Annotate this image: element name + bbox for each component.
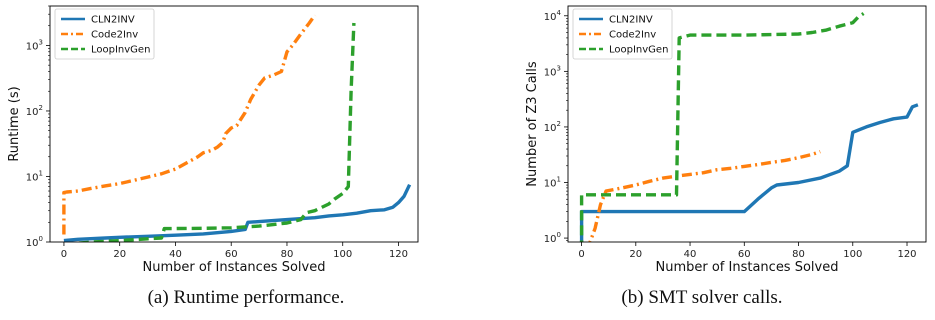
chart-panel-0: 0 20 40 60 80 100 120 100 101 102 103 Number of Ins… (7, 5, 419, 308)
y-axis-label: Number of Z3 Calls (525, 61, 540, 187)
plot-frame (567, 5, 927, 243)
chart-panel-1: 0 20 40 60 80 100 120 100 101 102 103 104 Number of … (525, 5, 927, 308)
plot-frame (49, 5, 419, 243)
x-tick-label: 20 (629, 249, 642, 260)
legend-label-loopinvgen: LoopInvGen (609, 45, 668, 56)
y-tick-label: 101 (544, 176, 561, 190)
y-axis-label: Runtime (s) (7, 86, 22, 161)
series-line-cln2inv (579, 103, 919, 242)
x-tick-label: 80 (792, 249, 805, 260)
x-tick-label: 40 (684, 249, 697, 260)
legend-label-cln2inv: CLN2INV (609, 15, 653, 26)
y-tick-label: 102 (544, 120, 561, 134)
x-tick-label: 0 (578, 249, 584, 260)
x-axis-label: Number of Instances Solved (656, 260, 839, 275)
y-tick-label: 101 (26, 169, 43, 183)
x-tick-label: 60 (225, 249, 238, 260)
x-tick-label: 120 (389, 249, 408, 260)
x-tick-label: 80 (281, 249, 294, 260)
x-tick-label: 40 (169, 249, 182, 260)
x-tick-label: 100 (333, 249, 352, 260)
x-tick-label: 120 (897, 249, 916, 260)
y-tick-label: 102 (26, 104, 43, 118)
figure-caption: (b) SMT solver calls. (621, 287, 782, 308)
figure-caption: (a) Runtime performance. (148, 287, 345, 308)
legend-label-code2inv: Code2Inv (91, 30, 138, 41)
legend: CLN2INV Code2Inv LoopInvGen (54, 8, 155, 60)
x-tick-label: 0 (61, 249, 67, 260)
x-tick-label: 20 (113, 249, 126, 260)
x-axis-label: Number of Instances Solved (143, 260, 326, 275)
series-line-cln2inv (63, 183, 412, 242)
y-tick-label: 103 (26, 38, 43, 52)
legend-box (572, 8, 673, 60)
legend-box (54, 8, 155, 60)
series-line-code2inv (588, 149, 821, 242)
y-tick-label: 104 (544, 9, 562, 23)
x-tick-label: 100 (843, 249, 862, 260)
y-tick-label: 103 (544, 64, 561, 78)
legend-label-cln2inv: CLN2INV (91, 15, 135, 26)
series-line-code2inv (62, 14, 317, 235)
series-line-loopinvgen (579, 12, 865, 242)
legend: CLN2INV Code2Inv LoopInvGen (572, 8, 673, 60)
y-tick-label: 100 (26, 235, 43, 249)
legend-label-code2inv: Code2Inv (609, 30, 656, 41)
series-line-loopinvgen (71, 22, 356, 242)
y-tick-label: 100 (544, 231, 561, 245)
legend-label-loopinvgen: LoopInvGen (91, 45, 150, 56)
x-tick-label: 60 (738, 249, 751, 260)
